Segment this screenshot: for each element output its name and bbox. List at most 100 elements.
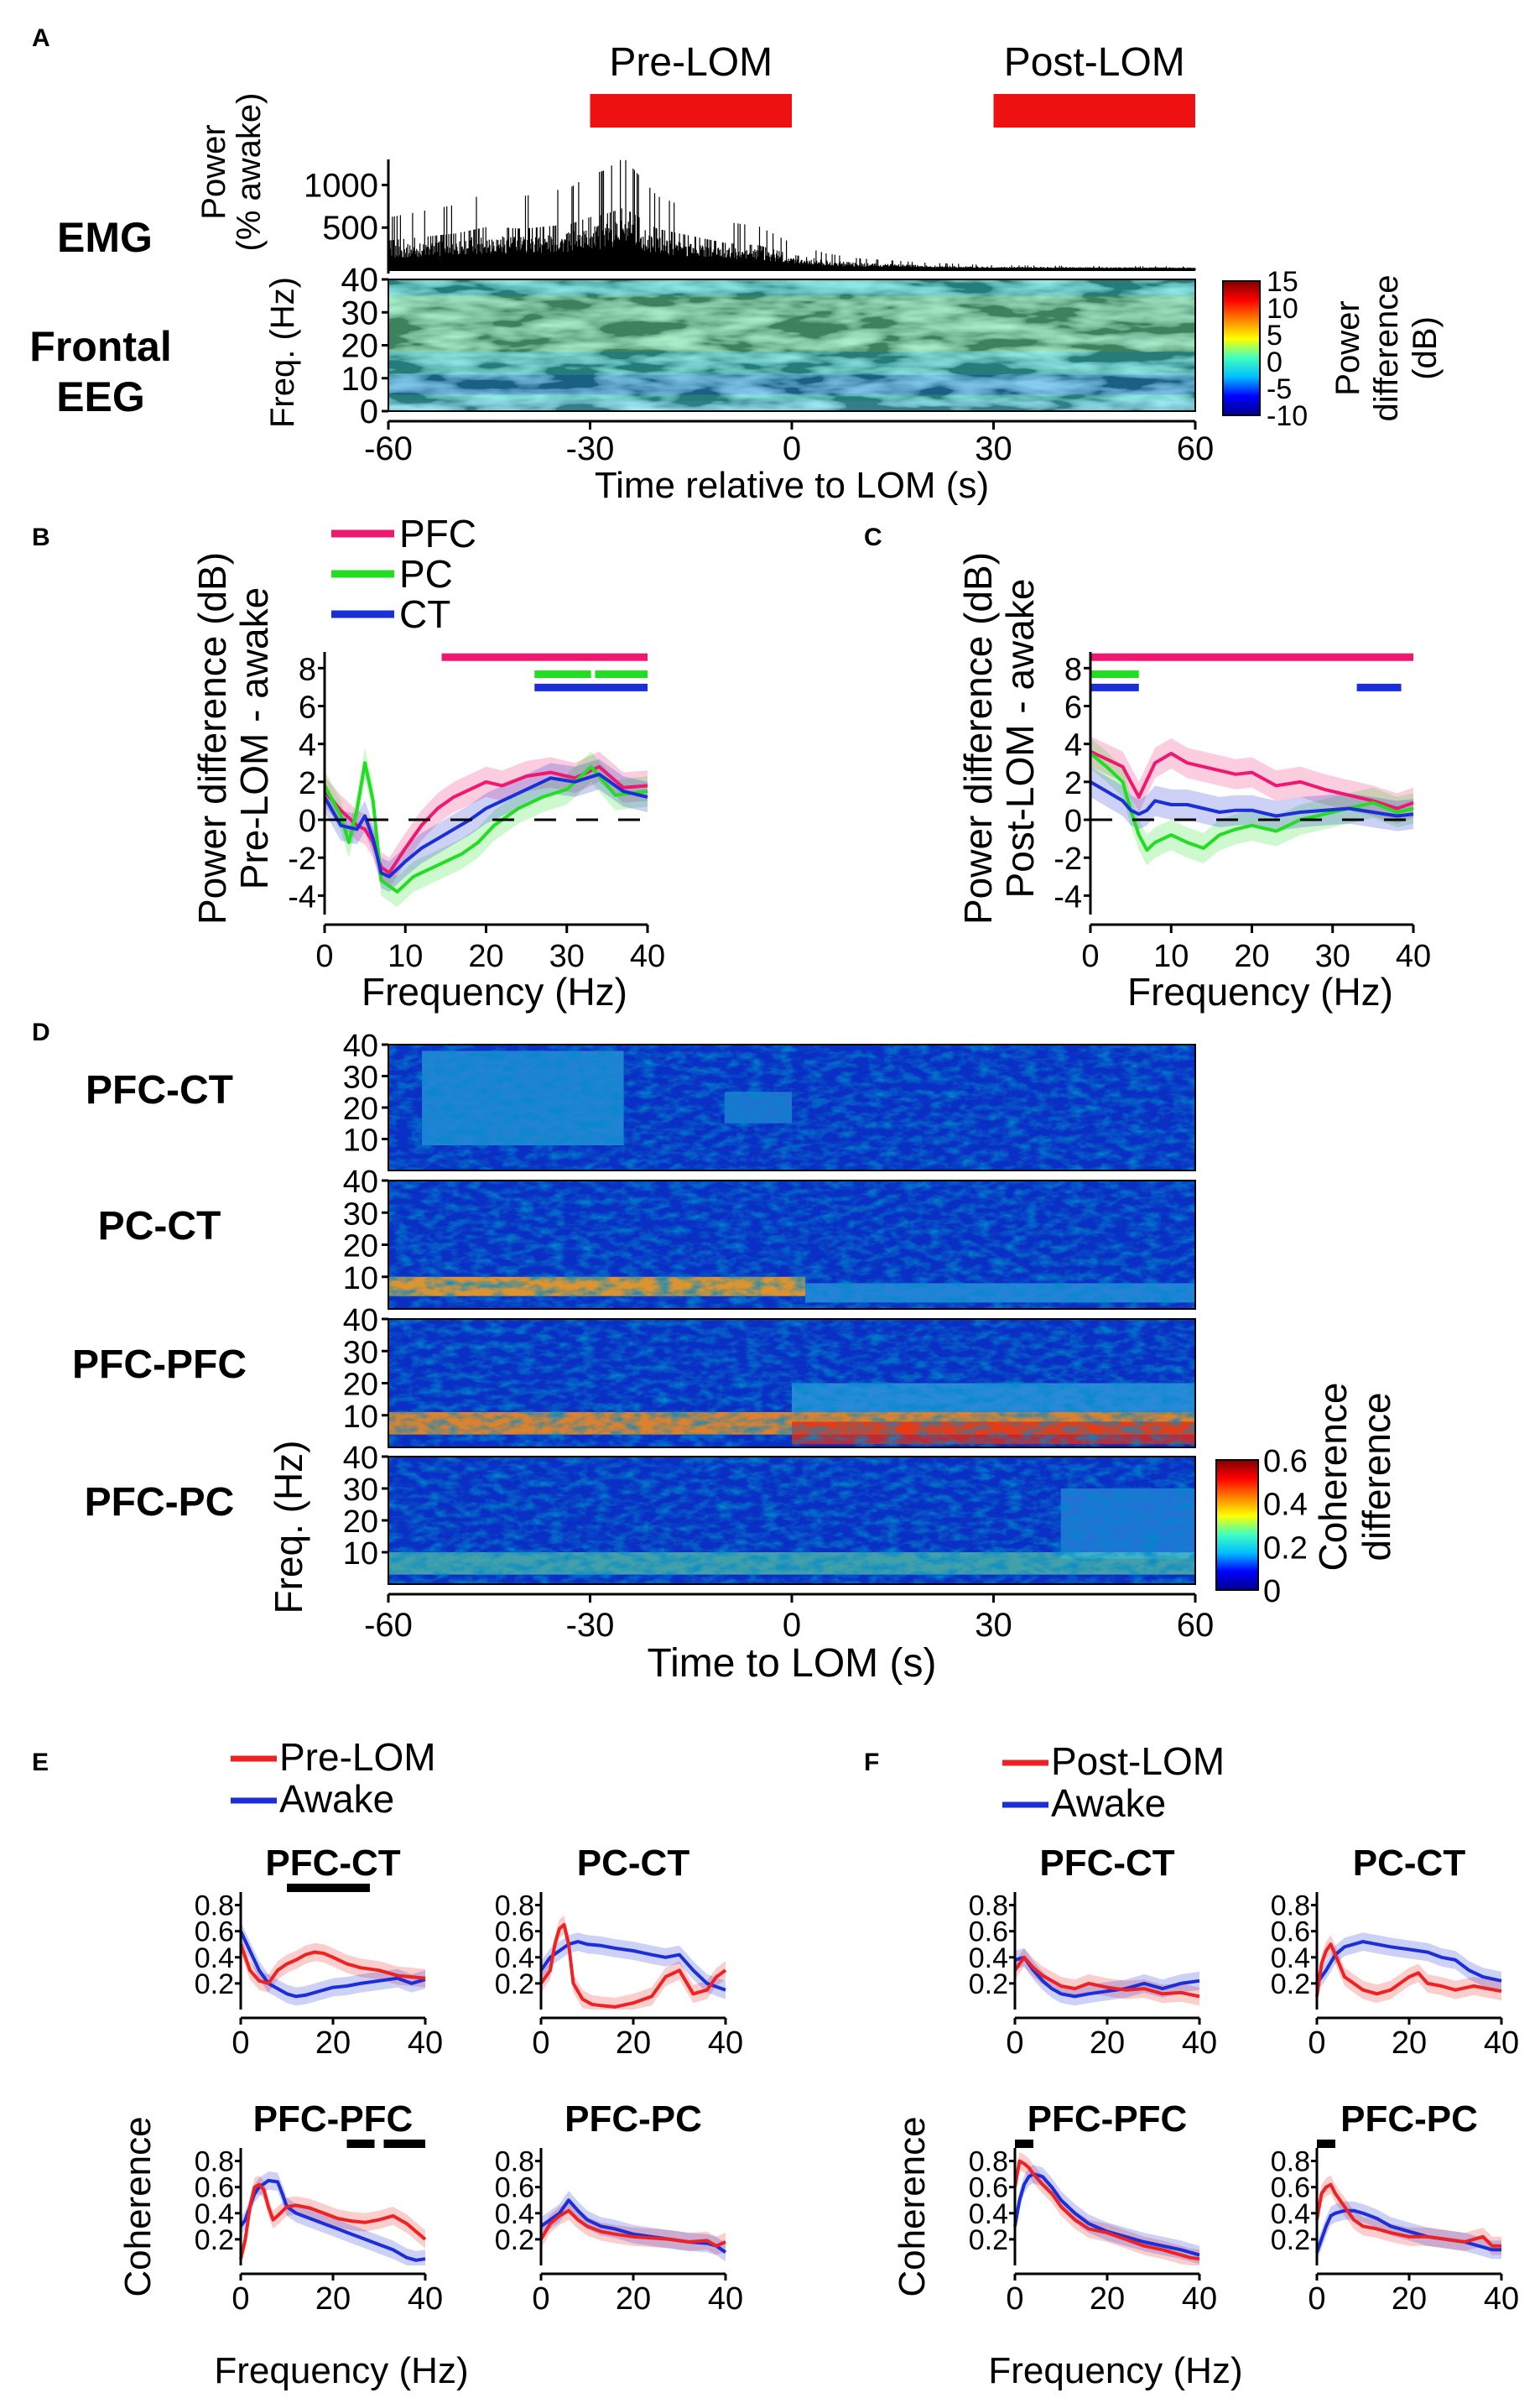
y-tick-label: 0 — [299, 804, 316, 839]
y-axis-label: Coherence — [117, 2116, 159, 2296]
significance-bar — [1317, 2140, 1335, 2148]
x-tick-label: 40 — [1484, 2281, 1519, 2317]
y-tick-label: 0.2 — [195, 2224, 234, 2256]
time-bar-post-lom — [993, 94, 1195, 128]
series-line-post-lom — [1013, 1955, 1200, 1999]
time-bar-pre-lom — [590, 94, 792, 128]
panel-letter-a: A — [32, 24, 50, 52]
y-axis-label: Coherence — [892, 2116, 933, 2296]
x-tick-label: 30 — [549, 939, 585, 974]
emg-axis: 500 1000 — [304, 159, 390, 274]
coherence-y-tick-label: 30 — [343, 1473, 378, 1508]
coherence-map-noise — [388, 1457, 1195, 1584]
eeg-y-label: Freq. (Hz) — [264, 277, 301, 428]
y-tick-label: 0.4 — [969, 1942, 1008, 1974]
panel-letter-d: D — [32, 1019, 50, 1046]
emg-row-label: EMG — [57, 214, 153, 261]
x-tick-label: 40 — [630, 939, 665, 974]
power-colorbar-tick: 10 — [1267, 293, 1298, 325]
emg-y-tick-label: 1000 — [304, 167, 378, 204]
subplot-pc-ct: PC-CT 0.20.40.60.8 0 20 40 — [1271, 1843, 1519, 2061]
significance-bar — [287, 1884, 370, 1892]
series-line-pfc — [323, 764, 648, 875]
coherence-y-tick-label: 30 — [343, 1061, 378, 1096]
x-tick-label: 0 — [232, 2281, 249, 2317]
eeg-y-tick-label: 20 — [341, 328, 379, 365]
panel-letter-f: F — [864, 1749, 879, 1776]
x-tick-label: 0 — [1081, 939, 1099, 974]
coherence-y-tick-label: 20 — [343, 1229, 378, 1264]
coherence-y-tick-label: 30 — [343, 1335, 378, 1370]
series-line-awake — [1315, 1940, 1502, 1985]
eeg-x-tick-label: -30 — [566, 430, 615, 467]
series-line-ct — [1089, 780, 1414, 818]
y-tick-label: 0.6 — [195, 1916, 234, 1948]
coherence-y-tick-label: 40 — [343, 1165, 378, 1200]
coherence-row-label: PFC-CT — [86, 1068, 233, 1113]
coherence-colorbar-tick: 0 — [1263, 1574, 1281, 1609]
y-tick-label: 0.4 — [495, 2198, 534, 2230]
coherence-x-tick-label: 0 — [783, 1607, 801, 1644]
significance-bar — [1015, 2140, 1033, 2148]
legend-label-awake: Awake — [1051, 1781, 1166, 1825]
x-tick-label: 20 — [1090, 2025, 1125, 2061]
x-tick-label: 40 — [1396, 939, 1431, 974]
subplot-pfc-pfc: PFC-PFC 0.20.40.60.8 0 20 40 — [969, 2098, 1217, 2317]
y-tick-label: 0.2 — [495, 1968, 534, 2000]
eeg-x-tick-label: -60 — [364, 430, 413, 467]
x-tick-label: 40 — [1484, 2025, 1519, 2061]
series-band-pfc — [1090, 736, 1413, 824]
y-tick-label: 8 — [299, 652, 316, 687]
series-band-pre-lom — [241, 1935, 425, 1993]
y-tick-label: 0.4 — [195, 2198, 234, 2230]
x-tick-label: 20 — [315, 2281, 351, 2317]
legend-label-post-lom: Post-LOM — [1051, 1739, 1225, 1783]
series-band-post-lom — [1317, 2175, 1501, 2255]
coherence-y-tick-label: 10 — [343, 1261, 378, 1296]
coherence-x-tick-label: -30 — [566, 1607, 615, 1644]
series-band-awake — [1015, 2165, 1199, 2265]
x-tick-label: 10 — [388, 939, 423, 974]
eeg-y-tick-label: 40 — [341, 262, 379, 299]
coherence-y-tick-label: 10 — [343, 1536, 378, 1572]
time-bar-label: Pre-LOM — [609, 40, 773, 85]
y-tick-label: 0.8 — [1271, 1890, 1310, 1922]
coherence-row-label: PFC-PFC — [72, 1342, 247, 1387]
legend-label-awake: Awake — [279, 1777, 394, 1821]
subplot-title: PC-CT — [577, 1843, 690, 1884]
coherence-x-tick-label: -60 — [364, 1607, 413, 1644]
x-tick-label: 40 — [1182, 2025, 1217, 2061]
significance-bar-pfc — [1090, 653, 1413, 661]
series-band-pre-lom — [241, 2175, 425, 2265]
y-tick-label: 0.6 — [495, 2172, 534, 2204]
coherence-y-tick-label: 20 — [343, 1368, 378, 1403]
eeg-y-tick-label: 10 — [341, 361, 379, 398]
x-tick-label: 0 — [1006, 2281, 1023, 2317]
series-band-ct — [1090, 766, 1413, 831]
series-line-post-lom — [1315, 2182, 1501, 2248]
x-tick-label: 20 — [1392, 2025, 1427, 2061]
y-tick-label: -4 — [1054, 879, 1082, 915]
y-tick-label: 0.2 — [495, 2224, 534, 2256]
series-band-awake — [1317, 1932, 1501, 1993]
subplot-title: PFC-CT — [265, 1843, 400, 1884]
y-tick-label: 0.8 — [495, 2146, 534, 2178]
eeg-spectrogram — [388, 279, 1196, 412]
y-tick-label: 0.4 — [195, 1942, 234, 1974]
significance-bar — [346, 2140, 375, 2148]
y-tick-label: 0.6 — [495, 1916, 534, 1948]
series-line-pre-lom — [539, 2208, 726, 2248]
series-band-awake — [241, 1921, 425, 2006]
subplot-pfc-ct: PFC-CT 0.20.40.60.8 0 20 40 — [195, 1843, 443, 2061]
subplot-title: PFC-PC — [564, 2098, 702, 2140]
significance-bar-ct — [1090, 683, 1139, 691]
panel-letter-e: E — [32, 1749, 49, 1776]
y-tick-label: -4 — [288, 879, 316, 915]
series-line-awake — [1013, 2172, 1200, 2257]
